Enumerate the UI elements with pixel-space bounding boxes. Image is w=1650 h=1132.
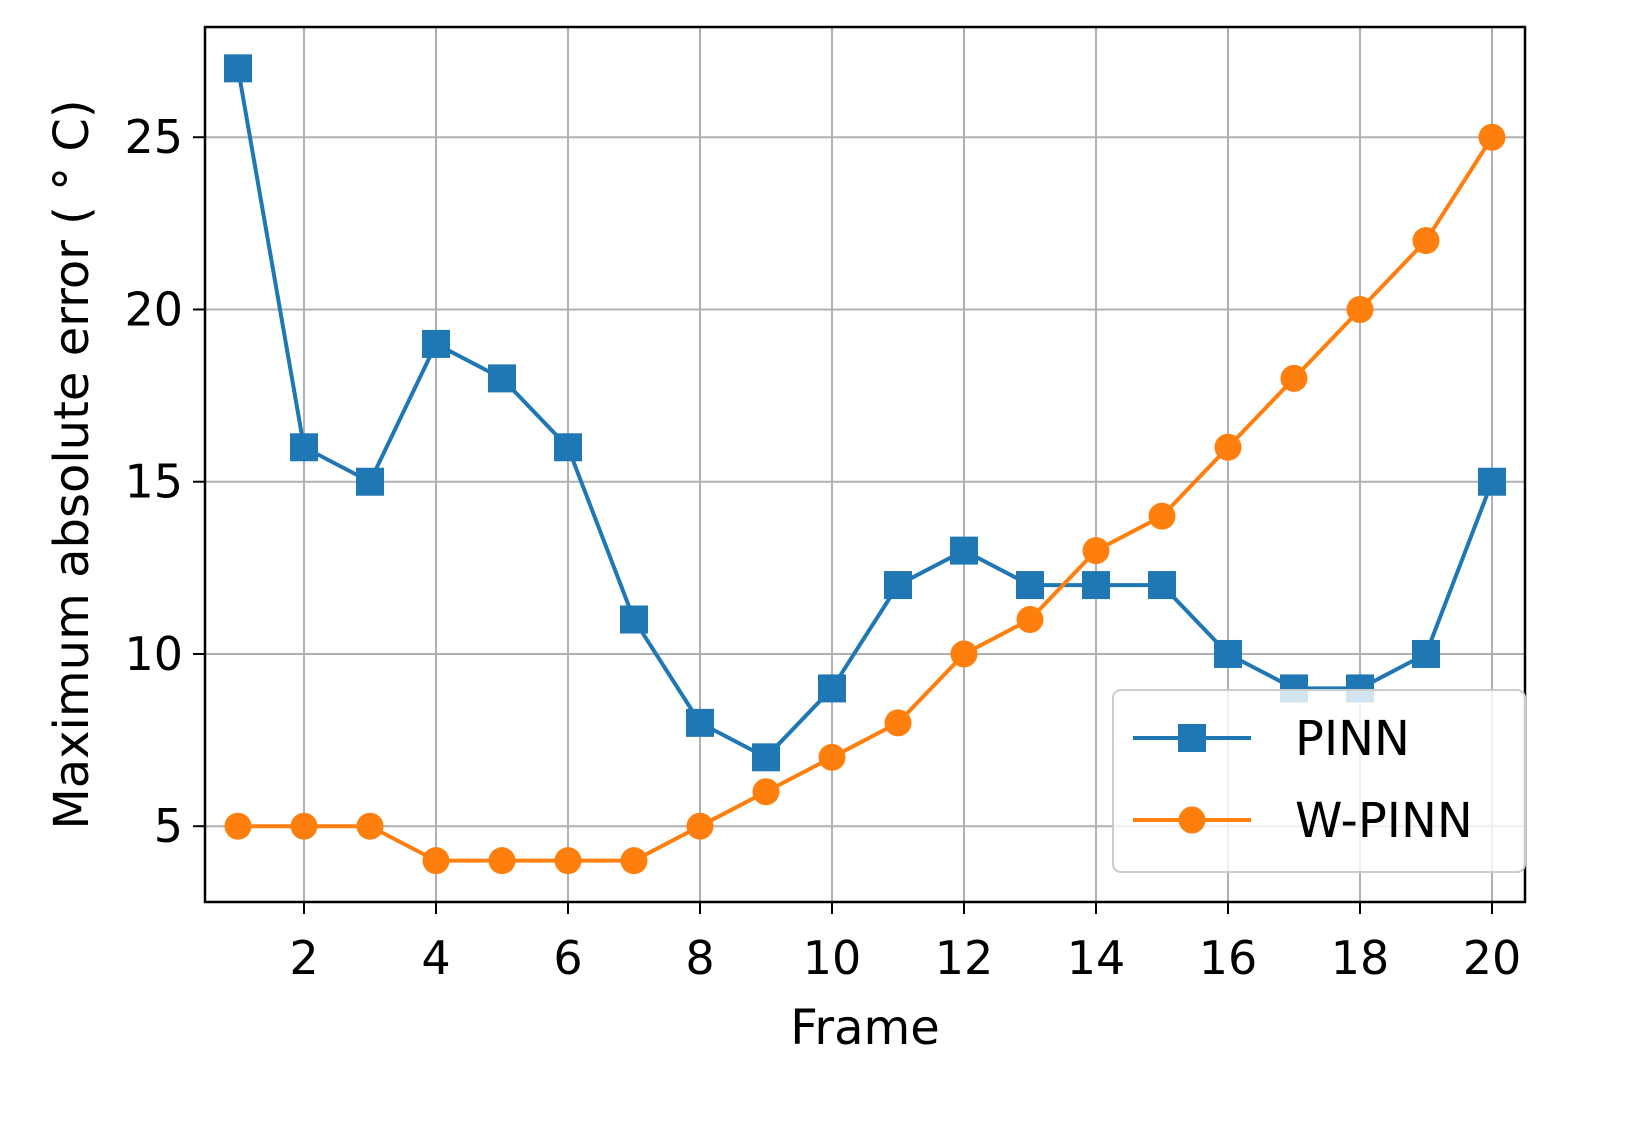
plot-frame xyxy=(203,25,1527,904)
data-point-w-pinn xyxy=(554,847,582,875)
legend-marker-pinn xyxy=(1178,724,1206,752)
series-w-pinn xyxy=(224,123,1506,875)
data-point-w-pinn xyxy=(1214,433,1242,461)
series-pinn xyxy=(224,54,1506,772)
data-point-pinn xyxy=(1478,467,1506,496)
data-point-w-pinn xyxy=(422,847,450,875)
x-tick-label: 6 xyxy=(553,931,582,985)
data-point-pinn xyxy=(950,536,978,565)
data-point-pinn xyxy=(818,674,846,703)
data-point-pinn xyxy=(1148,571,1176,600)
data-point-pinn xyxy=(224,54,252,83)
legend-marker-w-pinn xyxy=(1178,806,1206,834)
data-point-pinn xyxy=(1214,639,1242,668)
data-point-w-pinn xyxy=(950,640,978,668)
data-point-pinn xyxy=(1082,571,1110,600)
data-point-w-pinn xyxy=(356,812,384,840)
legend-label-pinn: PINN xyxy=(1295,711,1410,767)
data-point-w-pinn xyxy=(488,847,516,875)
x-axis-label: Frame xyxy=(790,1000,940,1056)
data-point-pinn xyxy=(554,433,582,462)
data-point-pinn xyxy=(1412,639,1440,668)
data-point-w-pinn xyxy=(884,709,912,737)
data-point-pinn xyxy=(752,743,780,772)
data-point-w-pinn xyxy=(1346,295,1374,323)
data-point-pinn xyxy=(884,571,912,600)
data-point-w-pinn xyxy=(224,812,252,840)
y-tick-label: 15 xyxy=(124,455,183,509)
data-point-w-pinn xyxy=(1412,227,1440,255)
data-point-pinn xyxy=(686,708,714,737)
legend-entry-w-pinn: W-PINN xyxy=(1133,793,1473,849)
data-point-w-pinn xyxy=(620,847,648,875)
data-point-w-pinn xyxy=(686,812,714,840)
x-tick-label: 4 xyxy=(421,931,450,985)
x-tick-label: 12 xyxy=(935,931,994,985)
data-point-w-pinn xyxy=(1280,364,1308,392)
x-tick-label: 14 xyxy=(1067,931,1126,985)
data-point-pinn xyxy=(1016,571,1044,600)
data-point-w-pinn xyxy=(1478,123,1506,151)
legend: PINN W-PINN xyxy=(1112,689,1526,873)
legend-box xyxy=(1112,689,1526,873)
data-point-w-pinn xyxy=(818,743,846,771)
x-tick-label: 20 xyxy=(1463,931,1522,985)
y-tick-label: 20 xyxy=(124,282,183,336)
x-tick-label: 2 xyxy=(289,931,318,985)
data-point-w-pinn xyxy=(752,778,780,806)
data-point-pinn xyxy=(620,605,648,634)
data-point-w-pinn xyxy=(290,812,318,840)
y-tick-label: 10 xyxy=(124,627,183,681)
y-tick-label: 25 xyxy=(124,110,183,164)
data-point-pinn xyxy=(488,364,516,393)
data-point-pinn xyxy=(290,433,318,462)
data-point-w-pinn xyxy=(1148,502,1176,530)
data-point-w-pinn xyxy=(1016,606,1044,634)
legend-entry-pinn: PINN xyxy=(1133,711,1410,767)
x-tick-label: 10 xyxy=(803,931,862,985)
legend-label-w-pinn: W-PINN xyxy=(1295,793,1473,849)
ticks: 2 4 6 8 10 12 14 16 18 20 5 10 15 20 25 xyxy=(124,110,1521,985)
x-tick-label: 16 xyxy=(1199,931,1258,985)
x-tick-label: 8 xyxy=(685,931,714,985)
data-point-w-pinn xyxy=(1082,537,1110,565)
x-tick-label: 18 xyxy=(1331,931,1390,985)
data-point-pinn xyxy=(356,467,384,496)
y-tick-label: 5 xyxy=(154,799,183,853)
data-point-pinn xyxy=(422,329,450,358)
series-layer xyxy=(224,54,1506,875)
y-axis-label: Maximum absolute error ( ° C) xyxy=(44,99,100,829)
